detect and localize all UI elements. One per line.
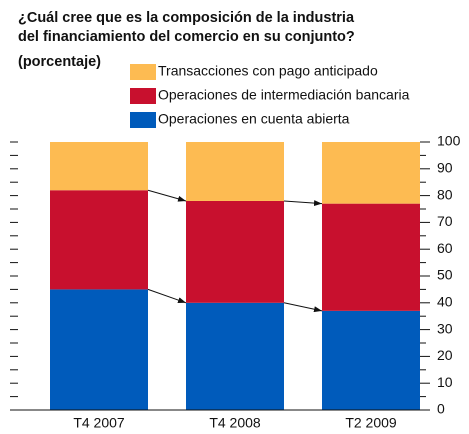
bar-segment: [186, 302, 284, 410]
trend-arrow: [283, 302, 323, 313]
y-tick-label: 50: [437, 267, 453, 283]
y-tick-label: 30: [437, 320, 453, 336]
bar-segment: [322, 203, 420, 311]
y-tick-label: 0: [437, 401, 445, 417]
x-tick-label: T4 2008: [209, 415, 261, 431]
bar-segment: [186, 200, 284, 303]
legend-swatch: [130, 88, 156, 104]
legend-swatch: [130, 64, 156, 80]
x-tick-label: T2 2009: [345, 415, 397, 431]
y-tick-label: 60: [437, 240, 453, 256]
legend-swatch: [130, 112, 156, 128]
y-tick-label: 90: [437, 160, 453, 176]
legend-label: Operaciones de intermediación bancaria: [158, 87, 410, 103]
trend-arrow: [283, 200, 323, 207]
x-tick-label: T4 2007: [73, 415, 125, 431]
y-tick-label: 10: [437, 374, 453, 390]
chart-subtitle: (porcentaje): [18, 54, 101, 70]
bar-segment: [50, 190, 148, 290]
y-tick-label: 70: [437, 213, 453, 229]
legend-label: Transacciones con pago anticipado: [158, 63, 378, 79]
legend-label: Operaciones en cuenta abierta: [158, 111, 350, 127]
y-tick-label: 100: [437, 133, 461, 149]
bar-segment: [322, 310, 420, 410]
bar-segment: [50, 289, 148, 410]
y-tick-label: 20: [437, 347, 453, 363]
y-tick-label: 40: [437, 294, 453, 310]
trend-arrow: [147, 189, 187, 202]
bar-segment: [186, 142, 284, 201]
y-tick-label: 80: [437, 186, 453, 202]
chart-title: del financiamiento del comercio en su co…: [18, 29, 355, 45]
bar-segment: [322, 142, 420, 204]
trend-arrow: [147, 288, 187, 304]
bar-segment: [50, 142, 148, 191]
chart-title: ¿Cuál cree que es la composición de la i…: [18, 10, 355, 26]
